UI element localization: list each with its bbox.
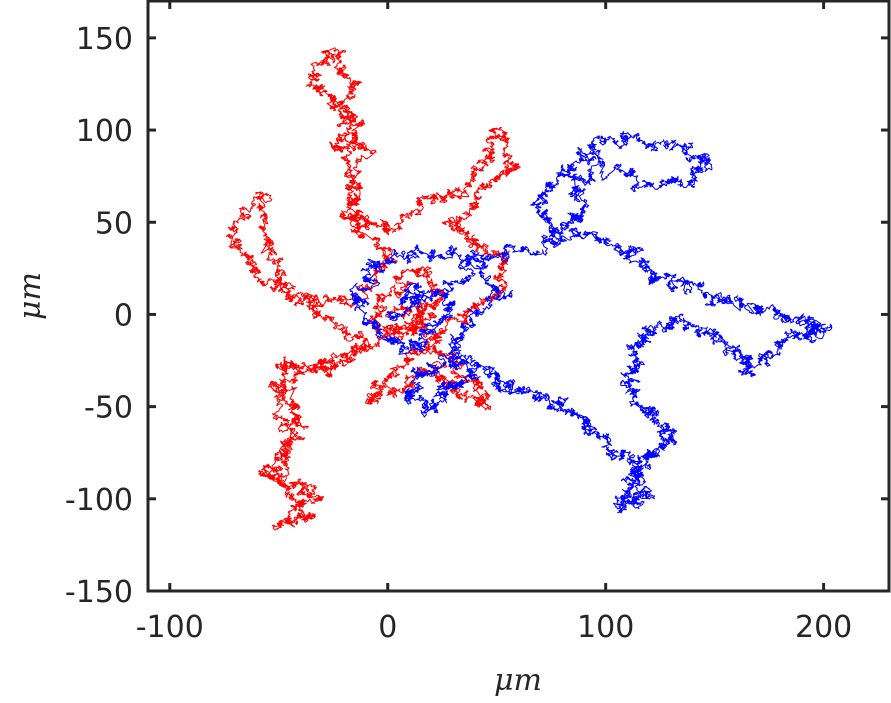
y-tick-label: 100 — [76, 114, 133, 149]
y-tick-label: -100 — [65, 483, 133, 518]
x-axis: -100 0 100 200 — [136, 1, 852, 645]
y-tick-label: -50 — [84, 391, 133, 426]
x-tick-label: 200 — [795, 610, 852, 645]
plot-frame — [146, 0, 891, 593]
x-tick-label: -100 — [136, 610, 204, 645]
y-axis: -150 -100 -50 0 50 100 150 — [65, 22, 889, 610]
y-tick-label: 0 — [114, 298, 133, 333]
series-layer — [225, 47, 833, 531]
plot-area — [146, 0, 891, 593]
series-trajectory-line — [349, 130, 833, 514]
series-trajectory-line — [225, 47, 521, 531]
y-tick-label: 50 — [95, 206, 133, 241]
x-tick-label: 100 — [577, 610, 634, 645]
y-axis-label: μm — [13, 272, 48, 320]
y-tick-label: 150 — [76, 22, 133, 57]
x-axis-label: μm — [494, 663, 542, 698]
x-tick-label: 0 — [378, 610, 397, 645]
y-tick-label: -150 — [65, 575, 133, 610]
